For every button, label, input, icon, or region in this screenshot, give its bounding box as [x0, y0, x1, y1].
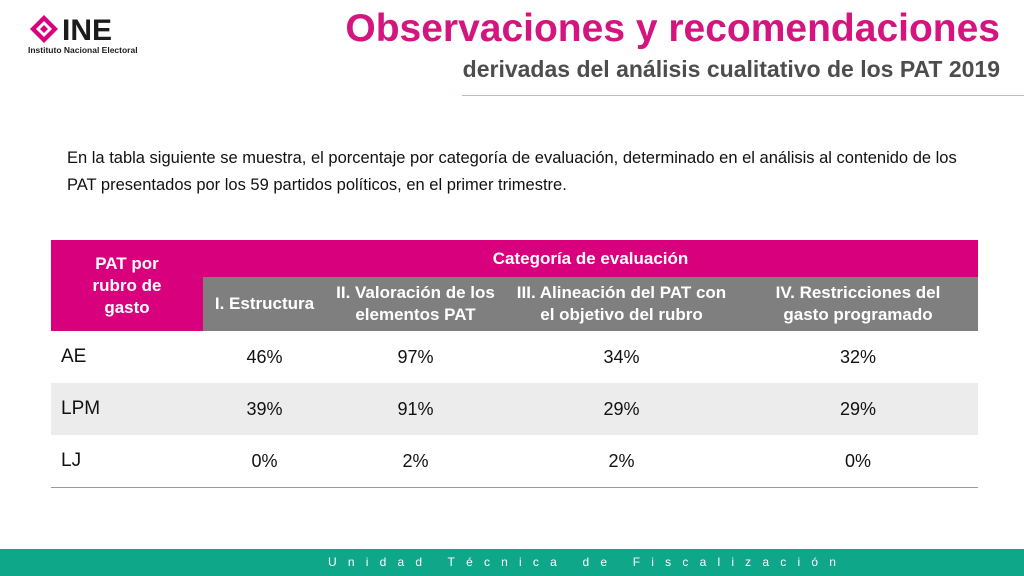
- row-label: AE: [61, 346, 87, 367]
- evaluation-table: PAT por rubro de gasto Categoría de eval…: [51, 240, 979, 488]
- table-cell: 0%: [203, 435, 326, 488]
- footer-bar: Unidad Técnica de Fiscalización: [0, 549, 1024, 576]
- table-cell: 2%: [326, 435, 505, 488]
- row-header-cell: PAT por rubro de gasto: [51, 240, 203, 331]
- row-header-label: PAT por rubro de gasto: [92, 253, 162, 317]
- table-row: AE 46% 97% 34% 32%: [51, 331, 978, 383]
- intro-paragraph: En la tabla siguiente se muestra, el por…: [67, 149, 957, 194]
- column-header: I. Estructura: [203, 277, 326, 331]
- page-subtitle: derivadas del análisis cualitativo de lo…: [462, 56, 1000, 82]
- table-row: LJ 0% 2% 2% 0%: [51, 435, 979, 488]
- table-cell: 29%: [738, 383, 979, 435]
- column-header: IV. Restricciones del gasto programado: [738, 277, 979, 331]
- logo-word: INE: [62, 14, 113, 47]
- table-cell: 29%: [505, 383, 738, 435]
- footer-text: Unidad Técnica de Fiscalización: [328, 555, 848, 569]
- table-cell: 39%: [203, 383, 326, 435]
- column-header-label: IV. Restricciones del gasto programado: [775, 283, 941, 324]
- table-cell: 34%: [603, 346, 640, 367]
- table-row: LPM 39% 91% 29% 29%: [51, 383, 979, 435]
- page-title: Observaciones y recomendaciones: [345, 7, 1000, 50]
- table-cell: 91%: [326, 383, 505, 435]
- table-cell: 46%: [246, 346, 283, 367]
- table-cell: 97%: [397, 346, 434, 367]
- column-header-label: III. Alineación del PAT con el objetivo …: [516, 283, 727, 324]
- ine-logo-mark-icon: [30, 15, 58, 43]
- row-label: LPM: [51, 383, 203, 435]
- column-header: III. Alineación del PAT con el objetivo …: [505, 277, 738, 331]
- row-label: LJ: [51, 435, 203, 488]
- table-cell: 0%: [738, 435, 979, 488]
- title-divider: [462, 95, 1024, 96]
- table-header-row: PAT por rubro de gasto Categoría de eval…: [51, 240, 979, 331]
- column-header-label: II. Valoración de los elementos PAT: [336, 283, 495, 324]
- table-subheader-row: I. Estructura II. Valoración de los elem…: [51, 277, 979, 331]
- table-cell: 32%: [839, 346, 877, 367]
- column-header: II. Valoración de los elementos PAT: [326, 277, 505, 331]
- ine-logo: INE Instituto Nacional Electoral: [28, 14, 153, 56]
- table-cell: 2%: [505, 435, 738, 488]
- group-header-cell: Categoría de evaluación: [203, 240, 979, 277]
- logo-subtitle: Instituto Nacional Electoral: [28, 45, 138, 55]
